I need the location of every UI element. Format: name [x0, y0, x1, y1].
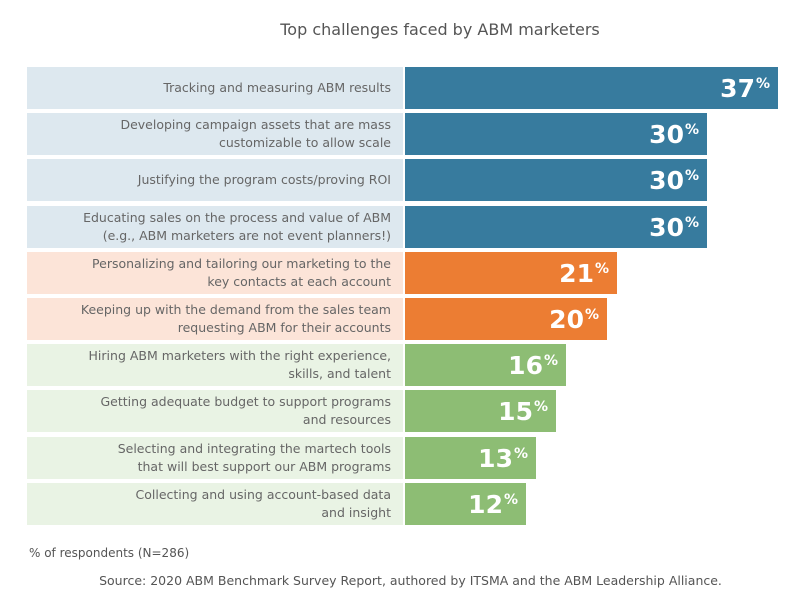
bar: 15% — [405, 390, 556, 432]
data-label: 13 — [478, 443, 513, 473]
data-label: 21 — [559, 258, 594, 288]
category-label-line: Developing campaign assets that are mass — [120, 117, 391, 132]
bar: 30% — [405, 206, 707, 248]
data-label-unit: % — [503, 492, 518, 508]
data-label: 30 — [649, 165, 684, 195]
bar: 37% — [405, 67, 778, 109]
category-label-line: Personalizing and tailoring our marketin… — [92, 256, 391, 271]
bar: 30% — [405, 113, 707, 155]
data-label-unit: % — [513, 446, 528, 462]
source-note: Source: 2020 ABM Benchmark Survey Report… — [99, 573, 722, 588]
data-label: 12 — [468, 489, 503, 519]
data-label-unit: % — [755, 76, 770, 92]
data-label-unit: % — [684, 168, 699, 184]
category-label: Justifying the program costs/proving ROI — [27, 159, 403, 201]
category-label: Keeping up with the demand from the sale… — [27, 298, 403, 340]
category-label-line: skills, and talent — [288, 366, 391, 381]
data-label-unit: % — [533, 399, 548, 415]
category-label-line: Tracking and measuring ABM results — [163, 80, 391, 95]
data-label-unit: % — [584, 307, 599, 323]
category-label-line: Hiring ABM marketers with the right expe… — [88, 348, 391, 363]
data-label: 30 — [649, 119, 684, 149]
data-label: 16 — [508, 350, 543, 380]
data-label: 30 — [649, 212, 684, 242]
category-label: Collecting and using account-based data a… — [27, 483, 403, 525]
data-label-unit: % — [594, 261, 609, 277]
category-label: Selecting and integrating the martech to… — [27, 437, 403, 479]
category-label: Getting adequate budget to support progr… — [27, 390, 403, 432]
category-label-line: and insight — [321, 505, 391, 520]
category-label: Developing campaign assets that are mass… — [27, 113, 403, 155]
bar: 16% — [405, 344, 566, 386]
category-label-line: customizable to allow scale — [219, 135, 391, 150]
bar: 20% — [405, 298, 607, 340]
category-label-line: (e.g., ABM marketers are not event plann… — [102, 228, 391, 243]
category-label-line: Keeping up with the demand from the sale… — [80, 302, 391, 317]
data-label-unit: % — [684, 122, 699, 138]
category-label-line: Selecting and integrating the martech to… — [117, 441, 391, 456]
data-label: 20 — [549, 304, 584, 334]
chart-title: Top challenges faced by ABM marketers — [280, 20, 600, 39]
category-label-line: Getting adequate budget to support progr… — [100, 394, 392, 409]
category-label-line: requesting ABM for their accounts — [177, 320, 391, 335]
data-label-unit: % — [684, 215, 699, 231]
data-label: 37 — [720, 73, 755, 103]
respondents-note: % of respondents (N=286) — [29, 546, 190, 560]
category-label: Hiring ABM marketers with the right expe… — [27, 344, 403, 386]
data-label-unit: % — [543, 353, 558, 369]
category-label-line: Educating sales on the process and value… — [83, 210, 391, 225]
bar: 21% — [405, 252, 617, 294]
category-label: Tracking and measuring ABM results — [27, 67, 403, 109]
category-label-line: Justifying the program costs/proving ROI — [137, 172, 391, 187]
category-label: Educating sales on the process and value… — [27, 206, 403, 248]
category-label-line: and resources — [302, 412, 391, 427]
bar: 12% — [405, 483, 526, 525]
category-label: Personalizing and tailoring our marketin… — [27, 252, 403, 294]
category-label-line: that will best support our ABM programs — [137, 459, 391, 474]
category-label-line: key contacts at each account — [207, 274, 391, 289]
category-label-line: Collecting and using account-based data — [135, 487, 392, 502]
bar: 13% — [405, 437, 536, 479]
data-label: 15 — [498, 396, 533, 426]
bar: 30% — [405, 159, 707, 201]
